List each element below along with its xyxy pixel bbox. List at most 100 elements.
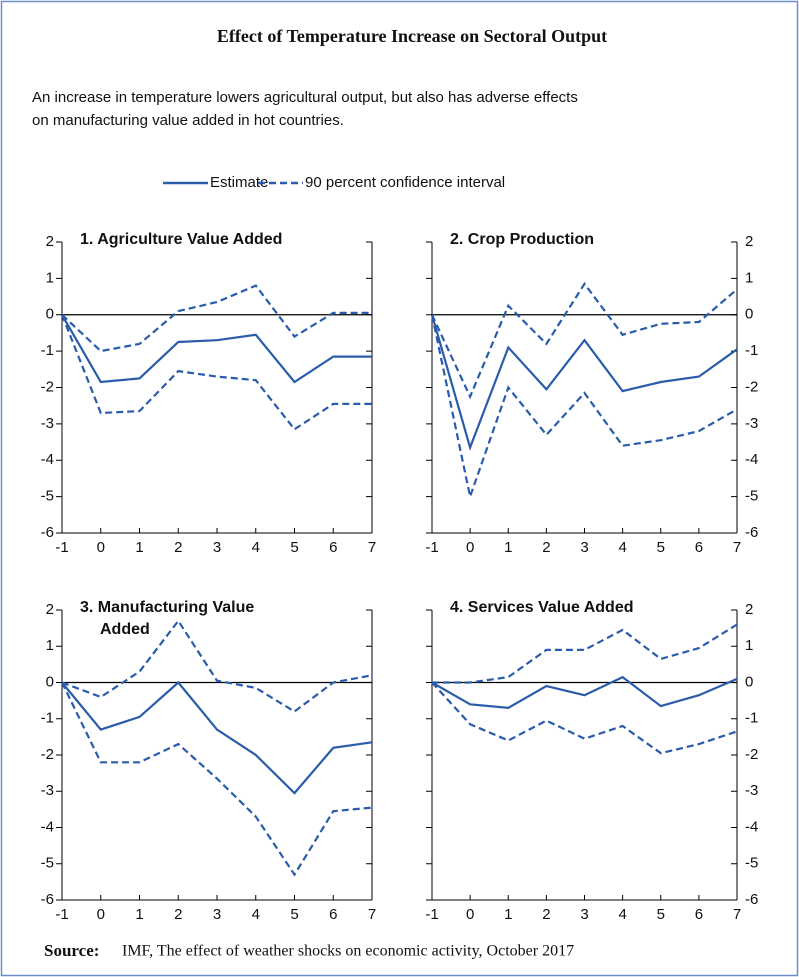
x-tick-label: 1 (135, 539, 143, 556)
x-tick-label: -1 (425, 906, 438, 923)
y-tick-label: -2 (41, 746, 54, 763)
x-tick-label: 4 (252, 539, 260, 556)
x-tick-label: 5 (657, 539, 665, 556)
confidence-line (431, 681, 738, 755)
legend: Estimate 90 percent confidence interval (163, 174, 505, 191)
subtitle: An increase in temperature lowers agricu… (32, 89, 578, 106)
y-tick-label: -2 (41, 378, 54, 395)
panel-title: Added (100, 621, 150, 638)
x-tick-label: 7 (733, 906, 741, 923)
y-tick-label: -2 (745, 378, 758, 395)
x-tick-label: 7 (368, 539, 376, 556)
y-tick-label: -6 (41, 891, 54, 908)
title: Effect of Temperature Increase on Sector… (217, 26, 607, 46)
y-tick-label: -1 (745, 710, 758, 727)
y-tick-label: -3 (745, 782, 758, 799)
y-tick-label: -1 (745, 342, 758, 359)
x-tick-label: 1 (504, 906, 512, 923)
x-tick-label: 0 (97, 539, 105, 556)
y-tick-label: -4 (745, 451, 758, 468)
y-tick-label: 0 (46, 673, 54, 690)
x-tick-label: 2 (174, 906, 182, 923)
x-tick-label: 3 (580, 906, 588, 923)
y-tick-label: 2 (745, 233, 753, 250)
confidence-line (60, 314, 372, 431)
panel-title: 2. Crop Production (450, 231, 594, 248)
y-tick-label: 0 (46, 306, 54, 323)
legend-label: 90 percent confidence interval (305, 174, 505, 191)
y-tick-label: -4 (745, 818, 758, 835)
x-tick-label: 0 (97, 906, 105, 923)
y-tick-label: -5 (41, 488, 54, 505)
y-tick-label: -6 (41, 524, 54, 541)
x-tick-label: 3 (213, 539, 221, 556)
x-tick-label: 6 (329, 906, 337, 923)
estimate-line (61, 314, 372, 384)
y-tick-label: -1 (41, 342, 54, 359)
y-tick-label: -4 (41, 818, 54, 835)
y-tick-label: -2 (745, 746, 758, 763)
y-tick-label: 0 (745, 306, 753, 323)
y-tick-label: 1 (745, 269, 753, 286)
x-tick-label: 0 (466, 906, 474, 923)
source-label: Source: (44, 941, 99, 960)
panel-title: 4. Services Value Added (450, 599, 634, 616)
panel-title: 3. Manufacturing Value (80, 599, 254, 616)
estimate-line (430, 314, 738, 451)
x-tick-label: 3 (580, 539, 588, 556)
y-tick-label: 2 (46, 233, 54, 250)
y-tick-label: -3 (41, 415, 54, 432)
x-tick-label: 2 (174, 539, 182, 556)
confidence-line (431, 281, 738, 400)
y-tick-label: 1 (745, 637, 753, 654)
panel-title: 1. Agriculture Value Added (80, 231, 282, 248)
y-tick-label: -1 (41, 710, 54, 727)
y-tick-label: -5 (745, 488, 758, 505)
x-tick-label: 2 (542, 539, 550, 556)
x-tick-label: 6 (695, 539, 703, 556)
x-tick-label: 4 (618, 539, 626, 556)
x-tick-label: 5 (290, 539, 298, 556)
y-tick-label: 2 (46, 601, 54, 618)
y-tick-label: 1 (46, 637, 54, 654)
y-tick-label: -3 (41, 782, 54, 799)
y-tick-label: -5 (41, 855, 54, 872)
y-tick-label: -5 (745, 855, 758, 872)
x-tick-label: 6 (695, 906, 703, 923)
y-tick-label: -3 (745, 415, 758, 432)
confidence-line (430, 314, 738, 501)
y-tick-label: -4 (41, 451, 54, 468)
x-tick-label: 7 (733, 539, 741, 556)
estimate-line (431, 675, 738, 710)
x-tick-label: -1 (425, 539, 438, 556)
subtitle: on manufacturing value added in hot coun… (32, 112, 344, 129)
x-tick-label: 1 (504, 539, 512, 556)
x-tick-label: 3 (213, 906, 221, 923)
x-tick-label: 4 (618, 906, 626, 923)
y-tick-label: 0 (745, 673, 753, 690)
confidence-line (61, 284, 372, 353)
confidence-line (61, 618, 373, 713)
x-tick-label: 5 (290, 906, 298, 923)
y-tick-label: 1 (46, 269, 54, 286)
estimate-line (61, 680, 373, 795)
x-tick-label: 7 (368, 906, 376, 923)
y-tick-label: -6 (745, 524, 758, 541)
x-tick-label: 6 (329, 539, 337, 556)
x-tick-label: -1 (55, 539, 68, 556)
confidence-line (61, 682, 373, 877)
y-tick-label: -6 (745, 891, 758, 908)
x-tick-label: 1 (135, 906, 143, 923)
source-text: IMF, The effect of weather shocks on eco… (122, 943, 574, 960)
legend-label: Estimate (210, 174, 268, 191)
confidence-line (432, 623, 738, 684)
y-tick-label: 2 (745, 601, 753, 618)
x-tick-label: -1 (55, 906, 68, 923)
x-tick-label: 2 (542, 906, 550, 923)
x-tick-label: 5 (657, 906, 665, 923)
x-tick-label: 4 (252, 906, 260, 923)
x-tick-label: 0 (466, 539, 474, 556)
